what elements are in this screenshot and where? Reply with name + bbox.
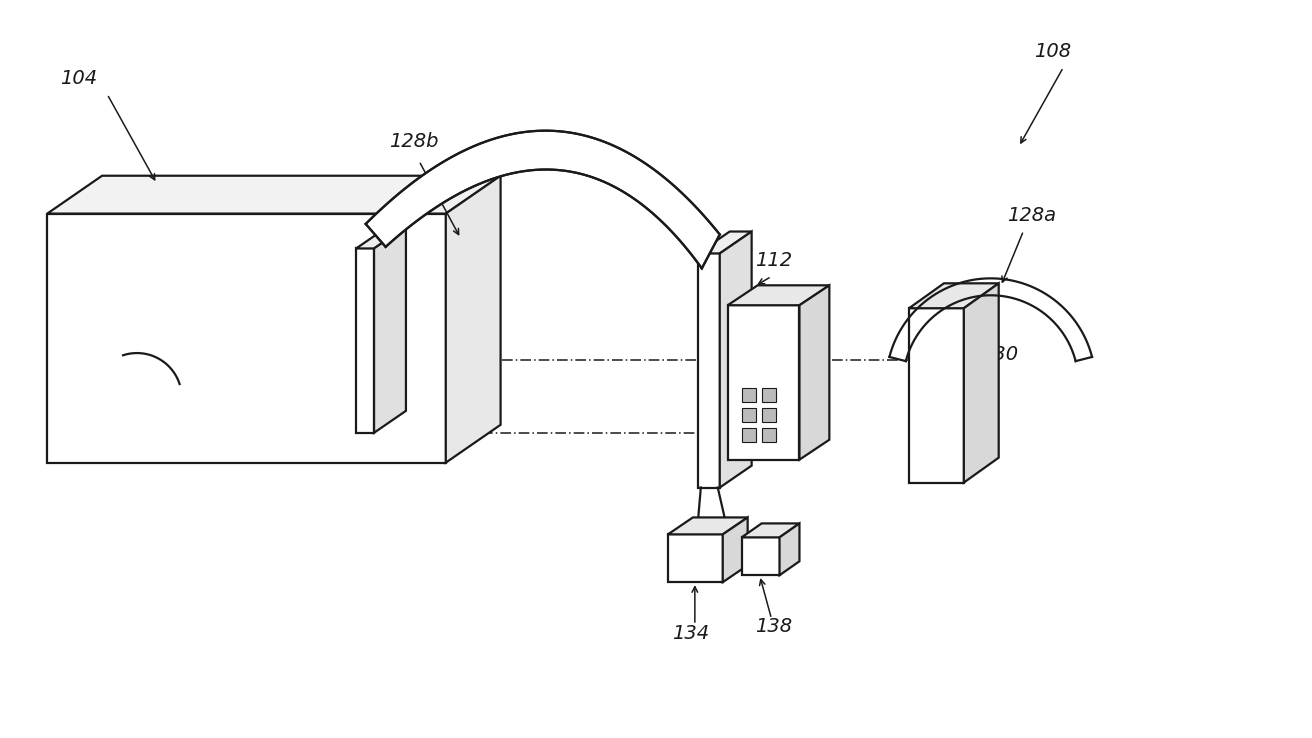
Polygon shape — [761, 428, 775, 442]
Polygon shape — [909, 308, 964, 483]
Text: 130: 130 — [981, 345, 1018, 364]
Polygon shape — [909, 283, 998, 308]
Polygon shape — [761, 388, 775, 402]
Polygon shape — [698, 253, 720, 488]
Polygon shape — [47, 213, 446, 463]
Text: 134: 134 — [672, 624, 708, 643]
Text: 112: 112 — [754, 252, 791, 270]
Text: 128a: 128a — [1006, 206, 1056, 224]
Polygon shape — [741, 537, 779, 575]
Polygon shape — [668, 534, 723, 582]
Polygon shape — [720, 232, 752, 488]
Polygon shape — [741, 523, 799, 537]
Polygon shape — [47, 176, 501, 213]
Polygon shape — [374, 227, 405, 432]
Polygon shape — [728, 306, 799, 460]
Polygon shape — [741, 428, 756, 442]
Text: 108: 108 — [1034, 42, 1071, 61]
Polygon shape — [356, 227, 405, 249]
Polygon shape — [356, 249, 374, 432]
Polygon shape — [741, 408, 756, 422]
Polygon shape — [698, 232, 752, 253]
Polygon shape — [741, 388, 756, 402]
Polygon shape — [728, 286, 829, 306]
Polygon shape — [761, 408, 775, 422]
Text: 138: 138 — [754, 617, 791, 636]
Polygon shape — [446, 176, 501, 463]
Polygon shape — [779, 523, 799, 575]
Polygon shape — [366, 131, 720, 269]
Text: 128b: 128b — [390, 132, 438, 151]
Polygon shape — [668, 517, 748, 534]
Polygon shape — [799, 286, 829, 460]
Polygon shape — [964, 283, 998, 483]
Text: 104: 104 — [60, 69, 97, 88]
Polygon shape — [723, 517, 748, 582]
